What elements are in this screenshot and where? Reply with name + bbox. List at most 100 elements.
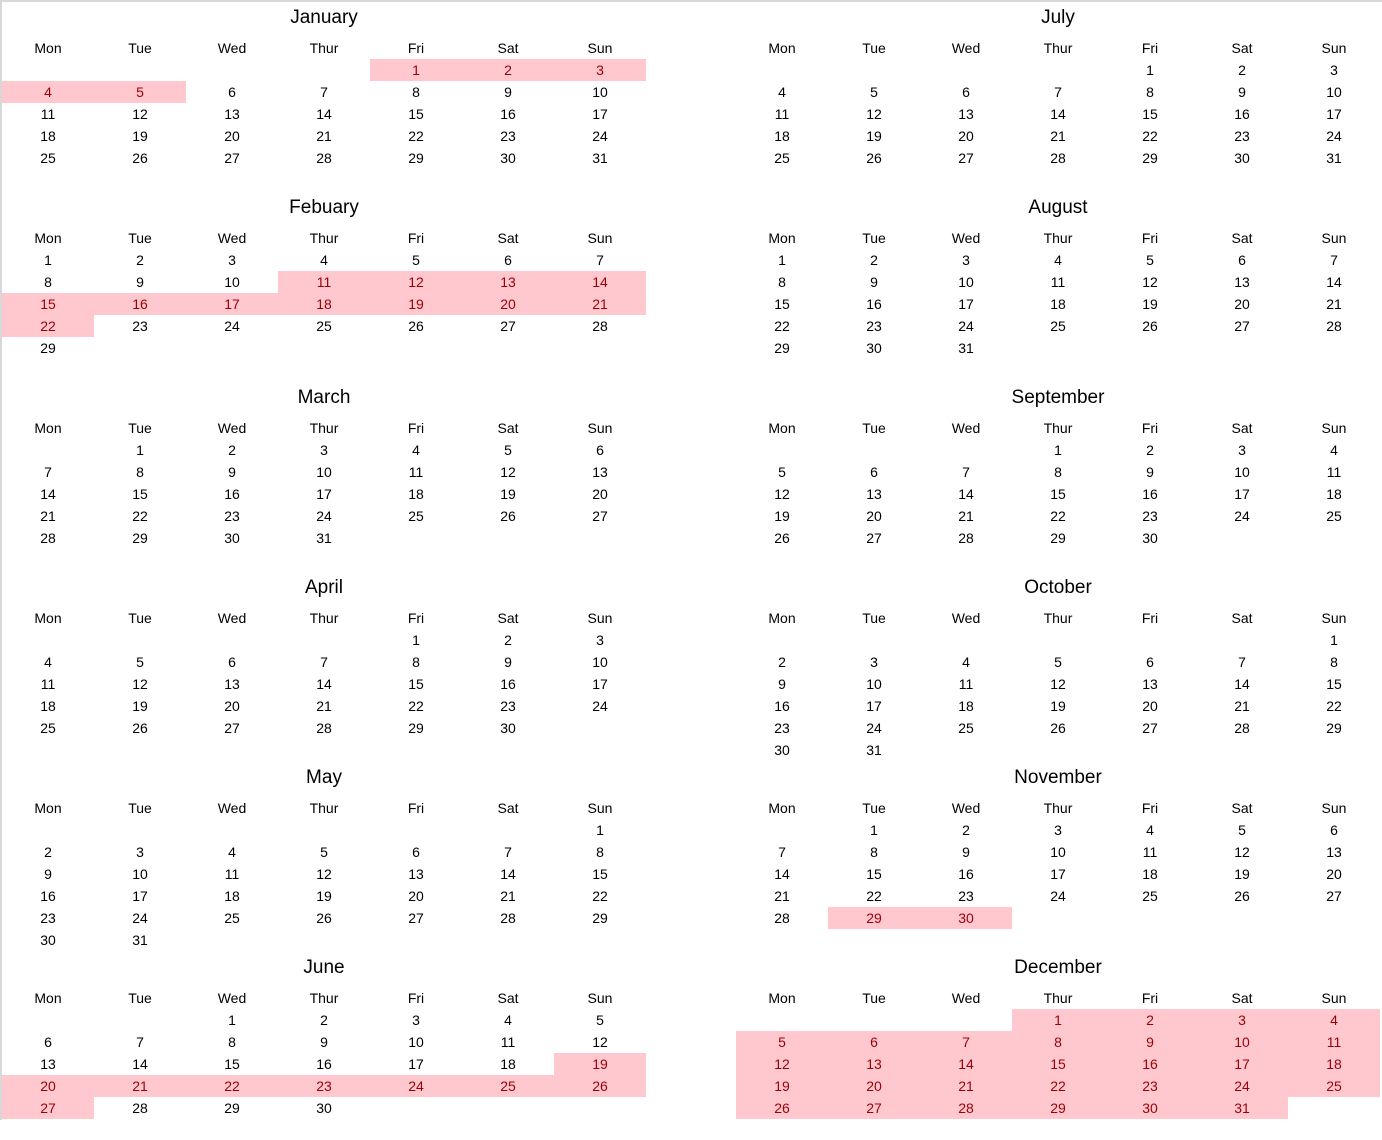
month-grid: Mon Tue Wed Thur Fri Sat Sun 1 2 3 4 5 6 7 8 9 10 11 12 13 1… bbox=[736, 37, 1380, 169]
day-cell: 17 bbox=[958, 296, 974, 312]
day-cell: 15 bbox=[866, 866, 882, 882]
day-cell: 5 bbox=[736, 1031, 828, 1053]
day-cell: 1 bbox=[870, 822, 878, 838]
empty-cell bbox=[2, 629, 94, 651]
day-cell: 20 bbox=[958, 128, 974, 144]
weekday-label: Tue bbox=[128, 230, 152, 246]
day-cell: 5 bbox=[136, 654, 144, 670]
day-cell: 10 bbox=[132, 866, 148, 882]
weekday-label: Mon bbox=[34, 990, 62, 1006]
day-cell: 19 bbox=[370, 293, 462, 315]
day-cell: 28 bbox=[1234, 720, 1250, 736]
empty-cell bbox=[462, 819, 554, 841]
empty-cell bbox=[1196, 739, 1288, 761]
day-cell: 1 bbox=[228, 1012, 236, 1028]
day-cell: 2 bbox=[228, 442, 236, 458]
day-cell: 23 bbox=[1104, 1075, 1196, 1097]
day-cell: 9 bbox=[320, 1034, 328, 1050]
day-cell: 6 bbox=[870, 464, 878, 480]
week-row: 2 3 4 5 6 7 8 bbox=[2, 841, 646, 863]
day-cell: 14 bbox=[774, 866, 790, 882]
day-cell: 14 bbox=[1326, 274, 1342, 290]
day-cell: 24 bbox=[224, 318, 240, 334]
day-cell: 26 bbox=[866, 150, 882, 166]
day-cell: 21 bbox=[1234, 698, 1250, 714]
weekday-header-row: Mon Tue Wed Thur Fri Sat Sun bbox=[2, 607, 646, 629]
day-cell: 19 bbox=[554, 1053, 646, 1075]
weekday-label: Sun bbox=[587, 230, 613, 246]
month-grid: Mon Tue Wed Thur Fri Sat Sun 1 2 3 4 5 6 7 8 9 10 11 12 13 1… bbox=[736, 417, 1380, 549]
week-row: 14 15 16 17 18 19 20 bbox=[736, 863, 1380, 885]
day-cell: 2 bbox=[504, 632, 512, 648]
week-row: 19 20 21 22 23 24 25 bbox=[736, 505, 1380, 527]
day-cell: 25 bbox=[40, 150, 56, 166]
day-cell: 1 bbox=[370, 59, 462, 81]
day-cell: 17 bbox=[592, 106, 608, 122]
weekday-label: Thur bbox=[1043, 800, 1073, 816]
week-row: 5 6 7 8 9 10 11 bbox=[736, 1031, 1380, 1053]
week-row: 12 13 14 15 16 17 18 bbox=[736, 483, 1380, 505]
day-cell: 30 bbox=[1234, 150, 1250, 166]
day-cell: 10 bbox=[1234, 464, 1250, 480]
day-cell: 24 bbox=[316, 508, 332, 524]
day-cell: 9 bbox=[44, 866, 52, 882]
day-cell: 3 bbox=[554, 59, 646, 81]
day-cell: 11 bbox=[40, 106, 56, 122]
day-cell: 18 bbox=[774, 128, 790, 144]
day-cell: 19 bbox=[316, 888, 332, 904]
month-grid: Mon Tue Wed Thur Fri Sat Sun 1 2 3 4 5 6 7 8 9 10 11 12 13 1… bbox=[2, 607, 646, 739]
day-cell: 29 bbox=[1012, 1097, 1104, 1119]
weekday-label: Sat bbox=[1231, 420, 1253, 436]
day-cell: 8 bbox=[778, 274, 786, 290]
day-cell: 9 bbox=[504, 84, 512, 100]
week-row: 19 20 21 22 23 24 25 bbox=[736, 1075, 1380, 1097]
week-row: 28 29 30 bbox=[736, 907, 1380, 929]
empty-cell bbox=[370, 929, 462, 951]
month-grid: Mon Tue Wed Thur Fri Sat Sun 1 2 3 4 5 6 7 8 9 10 11 12 13 1… bbox=[2, 797, 646, 951]
day-cell: 15 bbox=[2, 293, 94, 315]
week-row: 11 12 13 14 15 16 17 bbox=[2, 103, 646, 125]
weekday-label: Wed bbox=[217, 40, 247, 56]
week-row: 16 17 18 19 20 21 22 bbox=[736, 695, 1380, 717]
day-cell: 17 bbox=[866, 698, 882, 714]
weekday-header-row: Mon Tue Wed Thur Fri Sat Sun bbox=[2, 227, 646, 249]
weekday-label: Thur bbox=[309, 40, 339, 56]
day-cell: 28 bbox=[920, 1097, 1012, 1119]
day-cell: 8 bbox=[1146, 84, 1154, 100]
week-row: 4 5 6 7 8 9 10 bbox=[736, 81, 1380, 103]
day-cell: 21 bbox=[94, 1075, 186, 1097]
month-title: August bbox=[1028, 197, 1088, 218]
empty-cell bbox=[1196, 907, 1288, 929]
day-cell: 22 bbox=[774, 318, 790, 334]
day-cell: 31 bbox=[866, 742, 882, 758]
day-cell: 29 bbox=[1142, 150, 1158, 166]
month-october: October Mon Tue Wed Thur Fri Sat Sun 1 2 3 4 5 6 7 8 9 10… bbox=[736, 570, 1380, 760]
day-cell: 2 bbox=[136, 252, 144, 268]
empty-cell bbox=[736, 59, 828, 81]
day-cell: 19 bbox=[866, 128, 882, 144]
day-cell: 10 bbox=[408, 1034, 424, 1050]
day-cell: 11 bbox=[408, 464, 424, 480]
day-cell: 27 bbox=[1326, 888, 1342, 904]
week-row: 7 8 9 10 11 12 13 bbox=[2, 461, 646, 483]
week-row: 20 21 22 23 24 25 26 bbox=[2, 1075, 646, 1097]
day-cell: 29 bbox=[592, 910, 608, 926]
weekday-label: Sat bbox=[1231, 990, 1253, 1006]
weekday-label: Sun bbox=[1321, 420, 1347, 436]
day-cell: 4 bbox=[2, 81, 94, 103]
empty-cell bbox=[1012, 629, 1104, 651]
day-cell: 22 bbox=[408, 128, 424, 144]
day-cell: 12 bbox=[370, 271, 462, 293]
day-cell: 29 bbox=[132, 530, 148, 546]
day-cell: 10 bbox=[224, 274, 240, 290]
month-title: September bbox=[1011, 387, 1105, 408]
day-cell: 6 bbox=[412, 844, 420, 860]
day-cell: 14 bbox=[500, 866, 516, 882]
empty-cell bbox=[94, 629, 186, 651]
weekday-label: Sat bbox=[497, 990, 519, 1006]
day-cell: 12 bbox=[592, 1034, 608, 1050]
month-january: January Mon Tue Wed Thur Fri Sat Sun 1 2 3 4 5 6 7 8 9 10… bbox=[2, 0, 646, 190]
day-cell: 10 bbox=[958, 274, 974, 290]
day-cell: 2 bbox=[870, 252, 878, 268]
